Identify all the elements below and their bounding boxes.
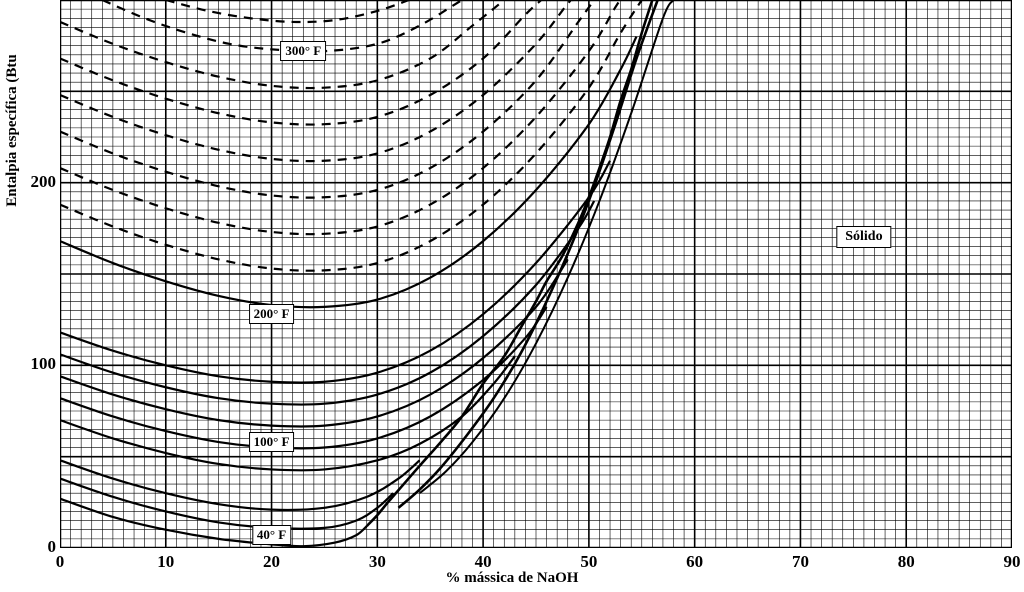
isotherm-curve — [60, 0, 642, 271]
isotherm-curve — [166, 0, 409, 22]
enthalpy-chart: { "layout":{ "width_px":1024,"height_px"… — [0, 0, 1024, 592]
y-tick-label: 200 — [28, 172, 56, 192]
x-tick-label: 0 — [45, 552, 75, 572]
isotherm-curve — [60, 0, 594, 198]
x-tick-label: 10 — [151, 552, 181, 572]
y-axis-label: Entalpia específica (Btu — [2, 0, 22, 260]
y-axis-label-text: Entalpia específica (Btu — [4, 54, 21, 207]
isotherm-label: 40° F — [252, 525, 291, 545]
isotherm-curve — [60, 0, 621, 234]
y-tick-label: 100 — [28, 354, 56, 374]
isotherm-label: 200° F — [249, 304, 295, 324]
x-tick-label: 70 — [785, 552, 815, 572]
isotherm-curve — [60, 201, 594, 405]
x-tick-label: 30 — [362, 552, 392, 572]
phase-boundary — [398, 0, 657, 508]
plot-area — [60, 0, 1012, 548]
x-tick-label: 20 — [257, 552, 287, 572]
x-tick-label: 40 — [468, 552, 498, 572]
isotherm-label: 100° F — [249, 432, 295, 452]
phase-boundary — [367, 0, 653, 526]
isotherm-curve — [60, 356, 515, 470]
x-axis-label: % mássica de NaOH — [0, 570, 1024, 587]
x-tick-label: 90 — [997, 552, 1024, 572]
region-label-solid: Sólido — [836, 226, 891, 248]
x-tick-label: 80 — [891, 552, 921, 572]
isotherm-label: 300° F — [280, 41, 326, 61]
x-tick-label: 50 — [574, 552, 604, 572]
x-tick-label: 60 — [680, 552, 710, 572]
